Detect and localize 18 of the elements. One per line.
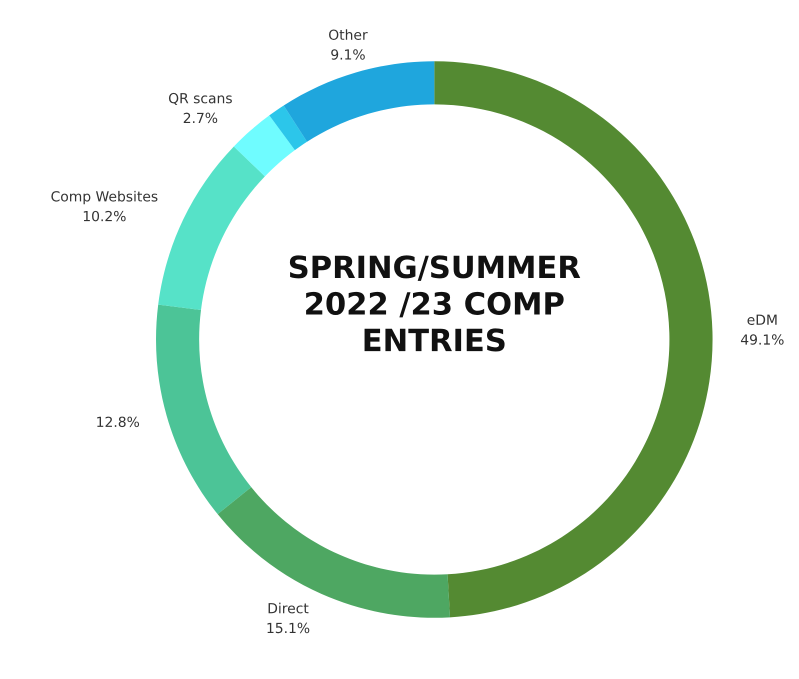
data-label: 2.7% xyxy=(184,112,218,124)
data-label: 49.1% xyxy=(740,334,784,345)
text: SPRING/SUMMER 2022 /23 COMP ENTRIES xyxy=(290,255,580,352)
donut-slice xyxy=(218,487,450,618)
data-label: 9.1% xyxy=(331,49,365,60)
slice-label: Other xyxy=(329,29,368,40)
donut-slice xyxy=(284,61,434,142)
donut-slice xyxy=(158,146,265,310)
data-label: 12.8% xyxy=(97,416,140,428)
donut-slice xyxy=(269,105,308,150)
data-label: 15.1% xyxy=(267,622,310,634)
slice-label: Direct xyxy=(268,602,308,614)
donut-slice xyxy=(234,115,295,176)
donut-slice xyxy=(156,304,252,514)
slice-label: Comp Websites xyxy=(51,190,158,204)
slice-label: eDM xyxy=(747,314,777,325)
slice-label: QR scans xyxy=(168,92,232,105)
data-label: 10.2% xyxy=(84,210,126,222)
